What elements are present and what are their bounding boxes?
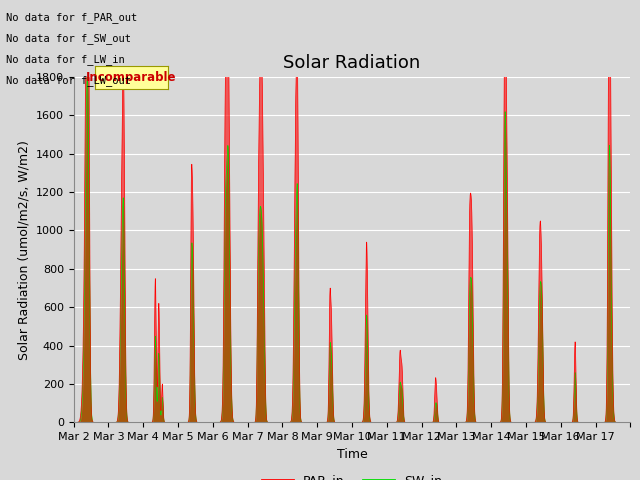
Text: No data for f_PAR_out: No data for f_PAR_out	[6, 12, 138, 23]
Legend: PAR_in, SW_in: PAR_in, SW_in	[257, 469, 447, 480]
Y-axis label: Solar Radiation (umol/m2/s, W/m2): Solar Radiation (umol/m2/s, W/m2)	[17, 140, 30, 360]
Title: Solar Radiation: Solar Radiation	[284, 54, 420, 72]
X-axis label: Time: Time	[337, 448, 367, 461]
Text: No data for f_LW_in: No data for f_LW_in	[6, 54, 125, 65]
Text: No data for f_LW_out: No data for f_LW_out	[6, 75, 131, 86]
Text: No data for f_SW_out: No data for f_SW_out	[6, 33, 131, 44]
Text: Incomparable: Incomparable	[86, 71, 177, 84]
